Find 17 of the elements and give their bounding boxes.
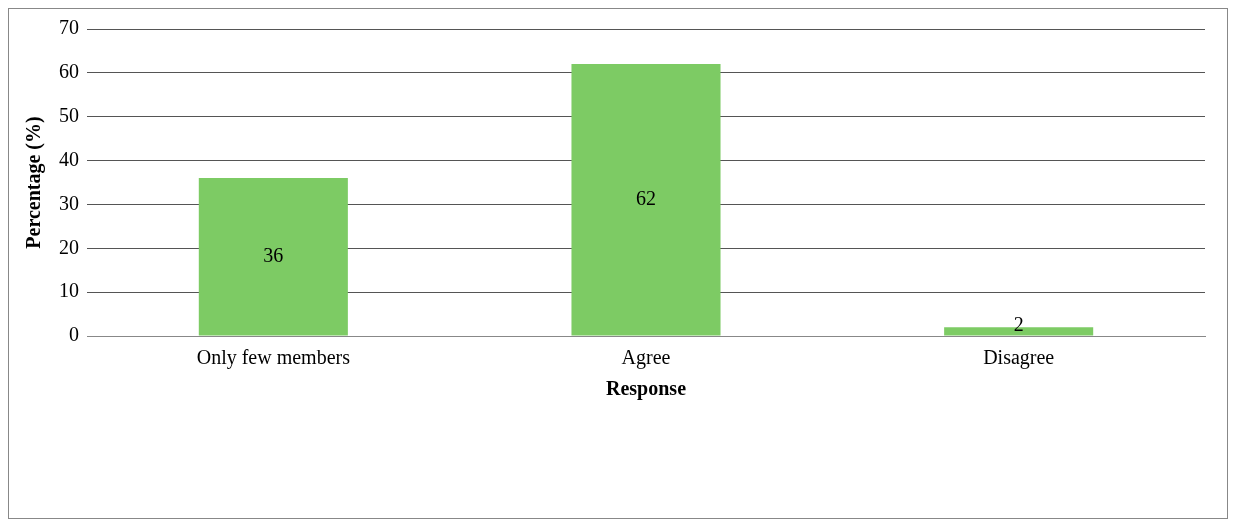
y-tick-label: 60 <box>59 60 79 83</box>
y-tick-label: 20 <box>59 235 79 258</box>
y-tick-label: 30 <box>59 191 79 214</box>
y-tick-label: 70 <box>59 16 79 39</box>
bar <box>571 64 721 336</box>
x-tick-label: Disagree <box>983 346 1055 370</box>
x-axis-title: Response <box>605 377 687 401</box>
data-label: 62 <box>636 187 656 210</box>
y-tick-label: 10 <box>59 279 79 302</box>
y-tick-label: 40 <box>59 147 79 170</box>
x-tick-label: Only few members <box>196 346 351 370</box>
bar <box>198 178 348 336</box>
x-tick-label: Agree <box>621 346 671 370</box>
y-tick-label: 50 <box>59 103 79 126</box>
y-axis-title: Percentage (%) <box>22 116 46 249</box>
y-tick-label: 0 <box>69 323 79 346</box>
data-label: 36 <box>263 244 284 267</box>
